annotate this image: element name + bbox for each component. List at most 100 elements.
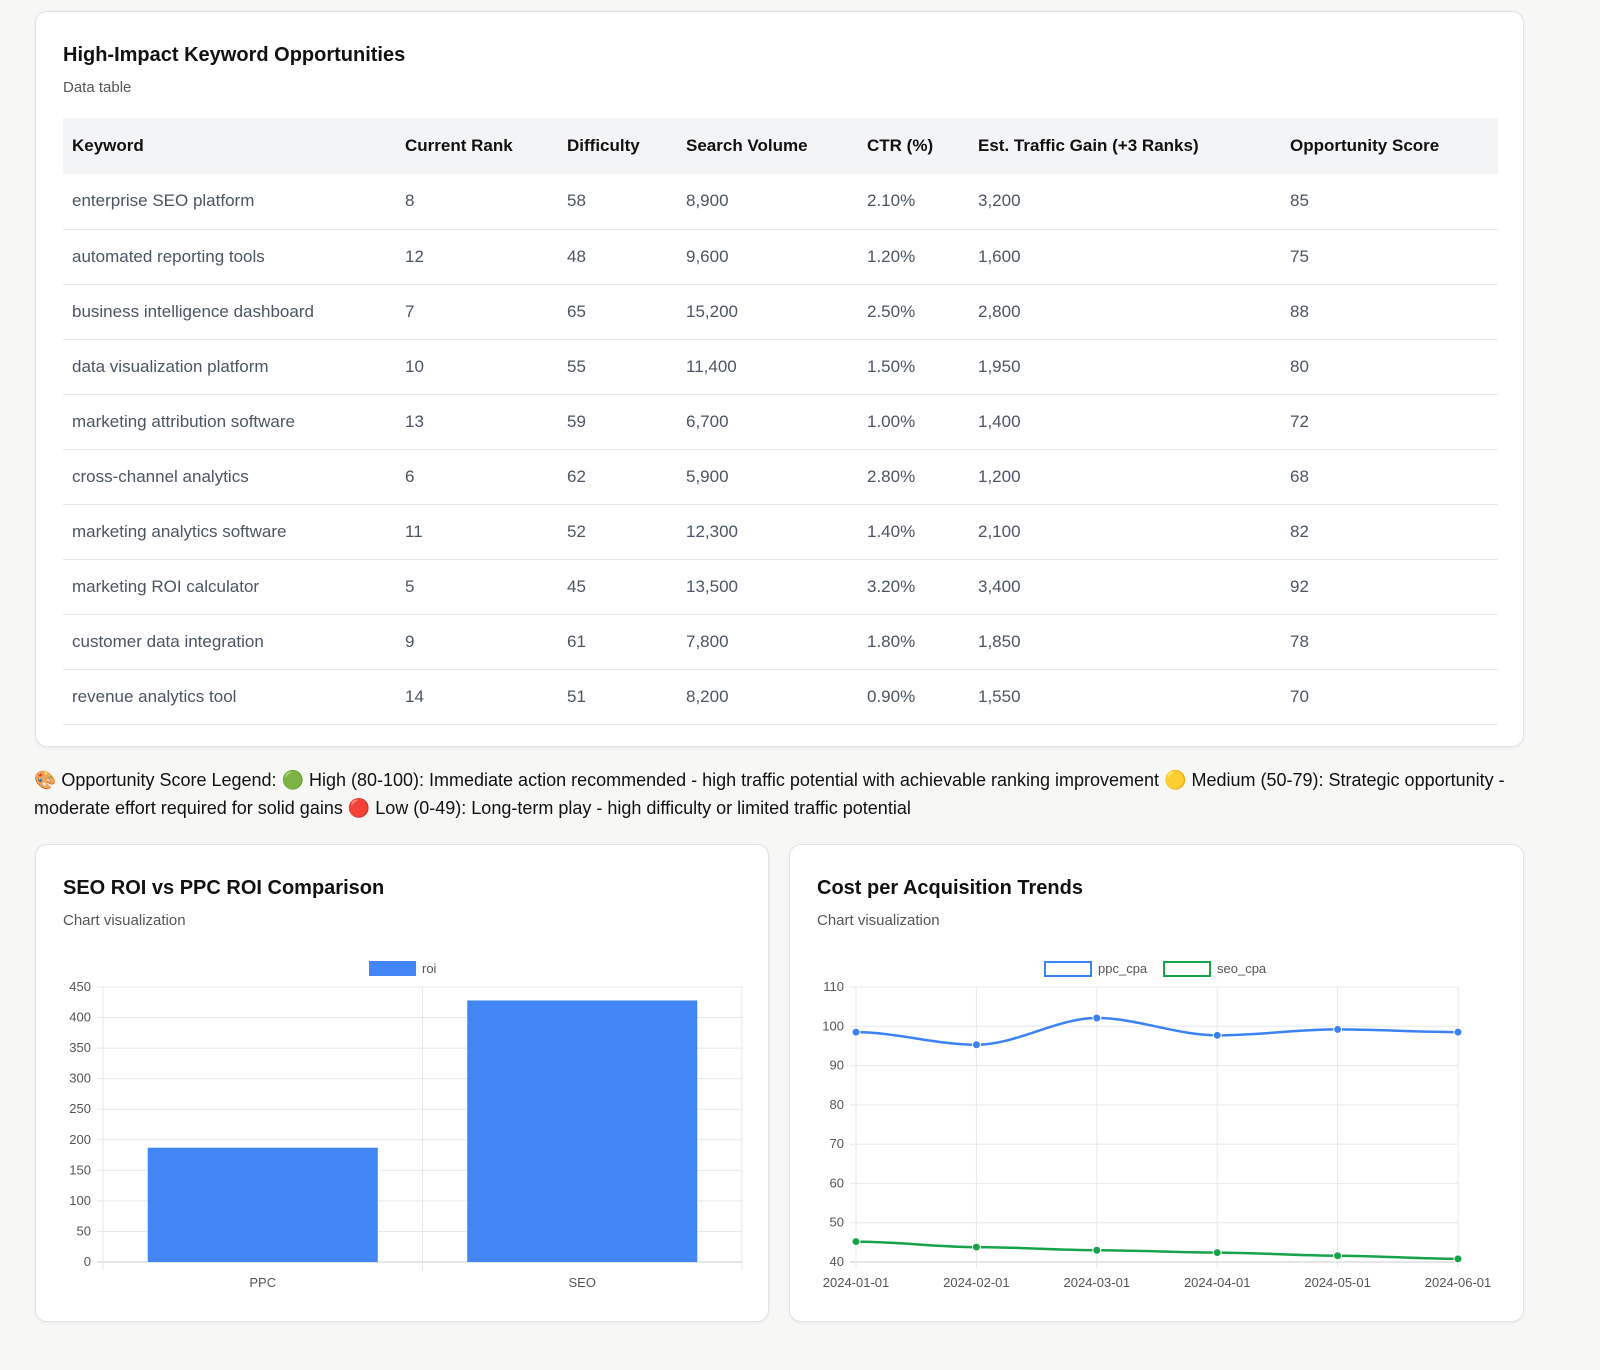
table-cell: 59 (558, 394, 677, 450)
y-tick-label: 200 (69, 1132, 91, 1147)
y-tick-label: 100 (69, 1193, 91, 1208)
y-tick-label: 50 (77, 1223, 91, 1238)
table-cell: 3,200 (969, 174, 1281, 230)
card-subtitle: Chart visualization (817, 912, 940, 929)
y-tick-label: 40 (830, 1254, 844, 1269)
legend-swatch (1044, 961, 1092, 977)
keyword-table-card: High-Impact Keyword Opportunities Data t… (35, 11, 1524, 747)
table-cell: 2.80% (858, 449, 969, 505)
table-cell: 1.20% (858, 229, 969, 285)
table-cell: revenue analytics tool (63, 669, 396, 725)
table-cell: 13,500 (677, 559, 858, 615)
y-tick-label: 400 (69, 1010, 91, 1025)
point-seo_cpa (1092, 1245, 1102, 1255)
y-tick-label: 60 (830, 1175, 844, 1190)
table-row: data visualization platform 10 55 11,400 1.5… (63, 339, 1498, 395)
table-cell: 3.20% (858, 559, 969, 615)
table-cell: 1,400 (969, 394, 1281, 450)
table-cell: 51 (558, 669, 677, 725)
y-tick-label: 80 (830, 1097, 844, 1112)
column-header[interactable]: CTR (%) (858, 118, 969, 174)
table-cell: 1,550 (969, 669, 1281, 725)
table-cell: 7,800 (677, 614, 858, 670)
table-cell: 8 (396, 174, 558, 230)
table-row: customer data integration 9 61 7,800 1.80% 1,… (63, 614, 1498, 670)
table-cell: 9,600 (677, 229, 858, 285)
bar-seo (467, 1000, 698, 1262)
y-tick-label: 90 (830, 1058, 844, 1073)
column-header[interactable]: Keyword (63, 118, 396, 174)
y-tick-label: 250 (69, 1101, 91, 1116)
card-title: High-Impact Keyword Opportunities (63, 44, 406, 66)
table-row: revenue analytics tool 14 51 8,200 0.90% 1,55… (63, 669, 1498, 725)
point-seo_cpa (851, 1237, 861, 1247)
card-title: SEO ROI vs PPC ROI Comparison (63, 877, 385, 899)
table-cell: 78 (1281, 614, 1498, 670)
table-cell: 1,950 (969, 339, 1281, 395)
table-cell: 2,100 (969, 504, 1281, 560)
line-ppc_cpa (855, 1016, 1459, 1047)
x-tick-label: 2024-06-01 (1425, 1275, 1492, 1290)
point-ppc_cpa (851, 1027, 861, 1037)
point-ppc_cpa (1333, 1024, 1343, 1034)
column-header[interactable]: Est. Traffic Gain (+3 Ranks) (969, 118, 1281, 174)
bar-ppc (147, 1147, 378, 1262)
table-cell: data visualization platform (63, 339, 396, 395)
y-tick-label: 70 (830, 1136, 844, 1151)
table-cell: 2.50% (858, 284, 969, 340)
table-cell: 68 (1281, 449, 1498, 505)
table-cell: 5,900 (677, 449, 858, 505)
y-tick-label: 300 (69, 1071, 91, 1086)
table-cell: 6 (396, 449, 558, 505)
table-cell: 6,700 (677, 394, 858, 450)
legend-swatch (1163, 961, 1211, 977)
x-tick-label: SEO (569, 1275, 596, 1290)
table-cell: 48 (558, 229, 677, 285)
table-cell: 0.90% (858, 669, 969, 725)
opportunity-score-legend: 🎨 Opportunity Score Legend: 🟢 High (80-1… (34, 770, 1505, 818)
table-cell: business intelligence dashboard (63, 284, 396, 340)
card-title: Cost per Acquisition Trends (817, 877, 1083, 899)
table-cell: 7 (396, 284, 558, 340)
table-cell: 61 (558, 614, 677, 670)
point-ppc_cpa (1212, 1030, 1222, 1040)
table-cell: 52 (558, 504, 677, 560)
table-cell: 3,400 (969, 559, 1281, 615)
table-cell: 8,900 (677, 174, 858, 230)
table-cell: cross-channel analytics (63, 449, 396, 505)
line-seo_cpa (855, 1240, 1459, 1261)
table-row: enterprise SEO platform 8 58 8,900 2.10% 3,20… (63, 174, 1498, 230)
table-row: marketing ROI calculator 5 45 13,500 3.20% 3,… (63, 559, 1498, 615)
y-tick-label: 0 (84, 1254, 91, 1269)
table-cell: 9 (396, 614, 558, 670)
point-seo_cpa (1212, 1248, 1222, 1258)
table-cell: 45 (558, 559, 677, 615)
table-cell: 1,600 (969, 229, 1281, 285)
point-ppc_cpa (1092, 1013, 1102, 1023)
table-cell: marketing attribution software (63, 394, 396, 450)
table-cell: 80 (1281, 339, 1498, 395)
table-cell: enterprise SEO platform (63, 174, 396, 230)
table-cell: automated reporting tools (63, 229, 396, 285)
legend-label: ppc_cpa (1098, 961, 1148, 976)
table-row: automated reporting tools 12 48 9,600 1.20% 1… (63, 229, 1498, 285)
table-cell: 14 (396, 669, 558, 725)
table-cell: 10 (396, 339, 558, 395)
column-header[interactable]: Opportunity Score (1281, 118, 1498, 174)
y-tick-label: 110 (823, 979, 844, 994)
table-row: business intelligence dashboard 7 65 15,200… (63, 284, 1498, 340)
cpa-line-chart: 40 50 60 70 80 90 100 110 2024-01-01 2024-02-01 20… (822, 961, 1492, 1290)
table-cell: 85 (1281, 174, 1498, 230)
column-header[interactable]: Search Volume (677, 118, 858, 174)
roi-bar-chart: 0 50 100 150 200 250 300 350 400 450 PPC SEO roi (69, 961, 743, 1290)
table-cell: 11 (396, 504, 558, 560)
table-cell: 58 (558, 174, 677, 230)
table-cell: 82 (1281, 504, 1498, 560)
column-header[interactable]: Difficulty (558, 118, 677, 174)
roi-bar-chart-card: SEO ROI vs PPC ROI Comparison Chart visu… (35, 844, 769, 1322)
y-tick-label: 350 (69, 1040, 91, 1055)
table-cell: customer data integration (63, 614, 396, 670)
keyword-table: Keyword Current Rank Difficulty Search Volu… (63, 118, 1498, 725)
legend-swatch (369, 961, 416, 976)
column-header[interactable]: Current Rank (396, 118, 558, 174)
